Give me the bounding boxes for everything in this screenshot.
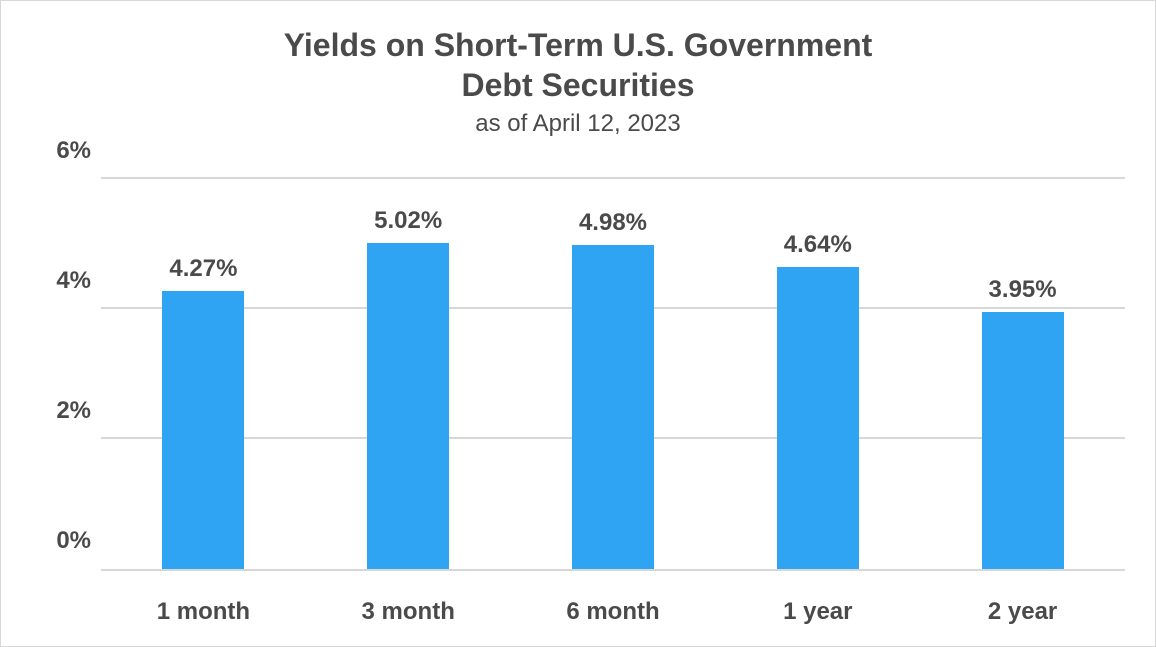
bar <box>982 312 1064 569</box>
x-axis-category-label: 6 month <box>511 598 716 626</box>
x-axis-category-label: 2 year <box>920 598 1125 626</box>
title-block: Yields on Short-Term U.S. Government Deb… <box>25 25 1131 139</box>
chart-title-line-2: Debt Securities <box>25 65 1131 105</box>
bar-slot: 5.02% <box>306 179 511 569</box>
y-axis-tick-label: 2% <box>27 397 91 425</box>
chart-title-line-1: Yields on Short-Term U.S. Government <box>25 25 1131 65</box>
y-axis-tick-label: 4% <box>27 267 91 295</box>
bar-value-label: 3.95% <box>989 276 1057 304</box>
bar-slot: 3.95% <box>920 179 1125 569</box>
chart-frame: Yields on Short-Term U.S. Government Deb… <box>0 0 1156 647</box>
bar <box>572 245 654 569</box>
x-axis-labels: 1 month3 month6 month1 year2 year <box>101 576 1125 646</box>
x-axis-category-label: 1 year <box>715 598 920 626</box>
plot-area: 0%2%4%6%4.27%5.02%4.98%4.64%3.95% <box>101 179 1125 571</box>
bar-value-label: 4.64% <box>784 231 852 259</box>
bar-value-label: 4.27% <box>169 255 237 283</box>
bar-value-label: 5.02% <box>374 207 442 235</box>
bar-slot: 4.64% <box>715 179 920 569</box>
bar <box>777 267 859 569</box>
bar-slot: 4.27% <box>101 179 306 569</box>
y-axis-tick-label: 0% <box>27 527 91 555</box>
chart-subtitle: as of April 12, 2023 <box>25 109 1131 139</box>
bar-value-label: 4.98% <box>579 209 647 237</box>
bar <box>162 291 244 569</box>
bar-slot: 4.98% <box>511 179 716 569</box>
bar <box>367 243 449 569</box>
y-axis-tick-label: 6% <box>27 137 91 165</box>
x-axis-category-label: 3 month <box>306 598 511 626</box>
x-axis-category-label: 1 month <box>101 598 306 626</box>
